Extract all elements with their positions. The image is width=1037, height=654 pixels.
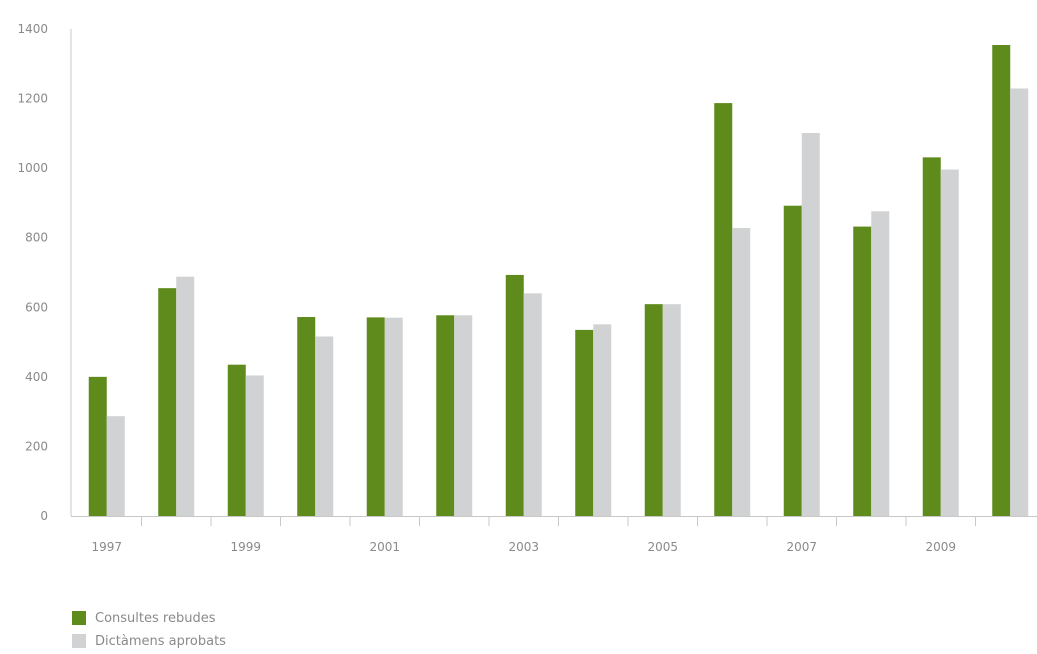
bar-consultes-rebudes	[575, 329, 594, 516]
legend-item-dictamens: Dictàmens aprobats	[72, 631, 226, 651]
legend-label-dictamens: Dictàmens aprobats	[95, 633, 226, 649]
bar-dictamens-aprobats	[315, 336, 334, 516]
y-tick-label: 1200	[17, 92, 48, 106]
bar-consultes-rebudes	[436, 315, 455, 516]
bar-consultes-rebudes	[922, 157, 941, 516]
x-tick-label: 2009	[925, 540, 956, 554]
bar-dictamens-aprobats	[871, 211, 890, 516]
bar-consultes-rebudes	[505, 274, 524, 516]
bar-dictamens-aprobats	[593, 324, 612, 516]
bar-dictamens-aprobats	[523, 293, 542, 516]
legend-label-consultes: Consultes rebudes	[95, 610, 216, 626]
bar-consultes-rebudes	[88, 376, 107, 516]
bar-chart: 0 200 400 600 800 1000 1200 1400 1997 1999 2001 20…	[17, 22, 1037, 554]
y-tick-label: 600	[25, 300, 48, 314]
x-tick-label: 1997	[91, 540, 122, 554]
bar-dictamens-aprobats	[940, 169, 959, 516]
bar-consultes-rebudes	[714, 103, 733, 517]
y-tick-label: 400	[25, 370, 48, 384]
bar-dictamens-aprobats	[176, 276, 195, 516]
bar-dictamens-aprobats	[454, 315, 473, 516]
bar-consultes-rebudes	[297, 317, 316, 516]
bar-dictamens-aprobats	[384, 317, 403, 516]
x-tick-label: 2001	[369, 540, 400, 554]
bar-dictamens-aprobats	[245, 375, 264, 516]
bar-consultes-rebudes	[783, 205, 802, 516]
legend-swatch-consultes	[72, 611, 86, 625]
bar-dictamens-aprobats	[801, 133, 820, 517]
legend: Consultes rebudes Dictàmens aprobats	[72, 608, 226, 654]
legend-swatch-dictamens	[72, 634, 86, 648]
x-tick-label: 2005	[647, 540, 678, 554]
bar-consultes-rebudes	[853, 226, 872, 516]
bar-consultes-rebudes	[227, 364, 246, 516]
y-tick-label: 200	[25, 439, 48, 453]
bars	[88, 45, 1029, 517]
x-tick-label: 2003	[508, 540, 539, 554]
y-tick-label: 1400	[17, 22, 48, 36]
bar-consultes-rebudes	[644, 304, 663, 516]
x-tick-label: 2007	[786, 540, 817, 554]
y-tick-label: 800	[25, 231, 48, 245]
bar-dictamens-aprobats	[106, 416, 125, 516]
y-axis: 0 200 400 600 800 1000 1200 1400	[17, 22, 72, 523]
bar-consultes-rebudes	[366, 317, 385, 516]
bar-dictamens-aprobats	[732, 227, 751, 516]
x-tick-label: 1999	[230, 540, 261, 554]
y-tick-label: 0	[40, 509, 48, 523]
x-axis: 1997 1999 2001 2003 2005 2007 2009	[71, 516, 1037, 554]
bar-dictamens-aprobats	[662, 304, 681, 516]
bar-consultes-rebudes	[992, 45, 1011, 516]
y-tick-label: 1000	[17, 161, 48, 175]
bar-consultes-rebudes	[158, 288, 177, 516]
legend-item-consultes: Consultes rebudes	[72, 608, 226, 628]
bar-dictamens-aprobats	[1010, 88, 1029, 516]
